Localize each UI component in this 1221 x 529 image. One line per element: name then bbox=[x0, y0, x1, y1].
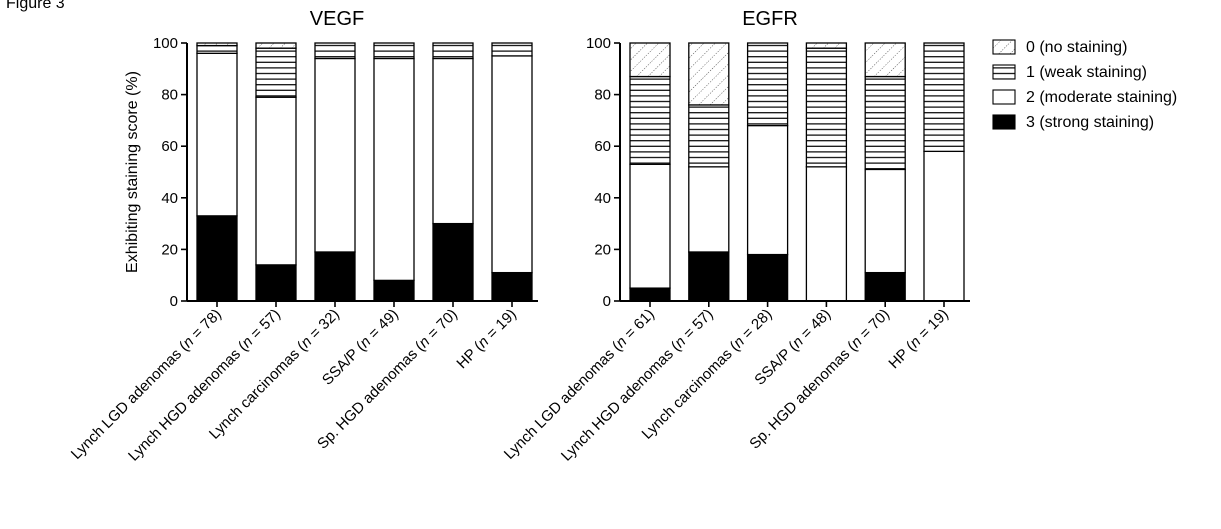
y-axis-label: Exhibiting staining score (%) bbox=[124, 71, 141, 273]
bar-segment bbox=[864, 75, 906, 171]
bar-segment bbox=[373, 279, 415, 302]
y-tick-label: 40 bbox=[161, 190, 178, 207]
bar-segment bbox=[491, 42, 533, 57]
bar-segment bbox=[432, 222, 474, 302]
y-tick-label: 100 bbox=[153, 35, 178, 52]
bar-segment bbox=[432, 42, 474, 60]
legend-swatch bbox=[992, 64, 1016, 80]
bar-segment bbox=[688, 104, 730, 168]
bar-segment bbox=[688, 251, 730, 302]
y-tick-label: 20 bbox=[594, 241, 611, 258]
bar-segment bbox=[629, 163, 671, 289]
bar-segment bbox=[864, 42, 906, 78]
bar-segment bbox=[629, 42, 671, 78]
bar-segment bbox=[314, 42, 356, 60]
bar-segment bbox=[688, 42, 730, 106]
bar-segment bbox=[196, 52, 238, 217]
bar-segment bbox=[629, 287, 671, 302]
bar-segment bbox=[432, 57, 474, 225]
bar-segment bbox=[805, 42, 848, 49]
y-tick-label: 0 bbox=[170, 293, 178, 310]
legend-label: 3 (strong staining) bbox=[1026, 114, 1154, 131]
legend-label: 0 (no staining) bbox=[1026, 39, 1127, 56]
legend-swatch bbox=[992, 114, 1016, 130]
bar-segment bbox=[314, 57, 356, 253]
bar-segment bbox=[629, 75, 671, 165]
bar-segment bbox=[196, 44, 238, 54]
bar-segment bbox=[864, 168, 906, 274]
bar-segment bbox=[255, 96, 297, 266]
bar-segment bbox=[373, 57, 415, 282]
bar-segment bbox=[196, 215, 238, 302]
bar-segment bbox=[923, 42, 965, 153]
y-tick-label: 60 bbox=[594, 138, 611, 155]
y-tick-label: 40 bbox=[594, 190, 611, 207]
legend-swatch bbox=[992, 39, 1016, 55]
legend-label: 2 (moderate staining) bbox=[1026, 89, 1177, 106]
bar-segment bbox=[864, 271, 906, 302]
legend-label: 1 (weak staining) bbox=[1026, 64, 1147, 81]
bar-segment bbox=[805, 47, 848, 168]
bar-segment bbox=[746, 124, 789, 256]
bar-segment bbox=[314, 251, 356, 302]
bar-segment bbox=[746, 253, 789, 302]
chart-title: EGFR bbox=[742, 8, 798, 30]
bar-segment bbox=[255, 264, 297, 302]
y-tick-label: 80 bbox=[161, 87, 178, 104]
chart-title: VEGF bbox=[310, 8, 364, 30]
y-tick-label: 100 bbox=[586, 35, 611, 52]
y-tick-label: 60 bbox=[161, 138, 178, 155]
bar-segment bbox=[491, 271, 533, 302]
legend: 0 (no staining) 1 (weak staining) 2 (moder… bbox=[992, 39, 1177, 131]
bar-segment bbox=[255, 47, 297, 98]
legend-swatch bbox=[992, 89, 1016, 105]
bar-segment bbox=[491, 55, 533, 274]
bar-segment bbox=[923, 150, 965, 302]
category-label: HP (n = 19) bbox=[885, 306, 951, 372]
bar-segment bbox=[746, 42, 789, 127]
bar-segment bbox=[805, 166, 848, 302]
bar-segment bbox=[373, 42, 415, 60]
bar-segment bbox=[255, 42, 297, 49]
bar-segment bbox=[688, 166, 730, 253]
figure-label: Figure 3 bbox=[6, 0, 65, 12]
y-tick-label: 80 bbox=[594, 87, 611, 104]
y-tick-label: 0 bbox=[603, 293, 611, 310]
bar-segment bbox=[196, 42, 238, 47]
y-tick-label: 20 bbox=[161, 241, 178, 258]
category-label: HP (n = 19) bbox=[453, 306, 519, 372]
